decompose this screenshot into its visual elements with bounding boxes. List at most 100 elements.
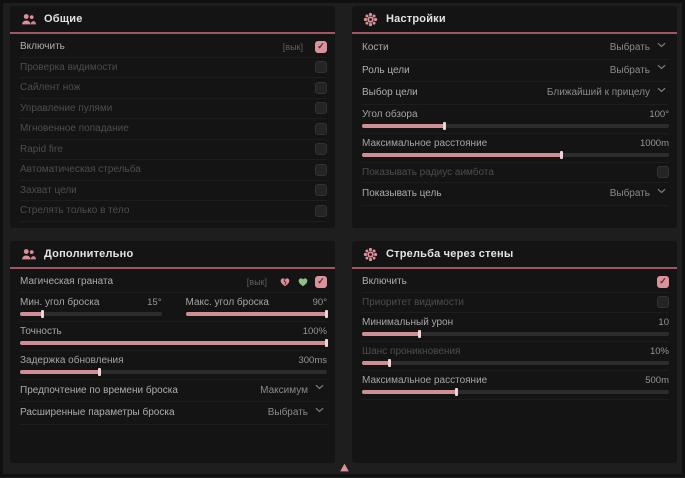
row-label: Мгновенное попадание <box>20 123 129 135</box>
panel-title: Стрельба через стены <box>386 248 514 260</box>
slider[interactable]: Задержка обновления 300ms <box>20 354 327 376</box>
row-label: Предпочтение по времени броска <box>20 384 178 396</box>
checkbox-row: Rapid fire <box>20 140 327 160</box>
slider-header: Минимальный урон 10 <box>362 316 669 329</box>
slider-track[interactable] <box>185 309 328 318</box>
checkbox[interactable] <box>315 102 327 115</box>
keybind-hint: [вык] <box>246 276 267 287</box>
row-label: Включить <box>20 41 65 53</box>
slider-fill <box>20 309 44 318</box>
panel-rows: Включить ✓ Приоритет видимости Минимальный … <box>352 269 677 463</box>
checkbox[interactable] <box>315 122 327 135</box>
checkbox-row: Магическая граната [вык] ✓ <box>20 272 327 293</box>
slider-handle[interactable] <box>387 359 391 367</box>
cursor-icon <box>339 460 350 472</box>
checkbox-row: Захват цели <box>20 181 327 201</box>
slider[interactable]: Макс. угол броска 90° <box>185 296 328 318</box>
dropdown[interactable]: Выбрать <box>610 64 669 76</box>
row-controls <box>315 184 327 197</box>
checkbox[interactable] <box>315 143 327 156</box>
slider-label: Максимальное расстояние <box>362 375 488 386</box>
slider-fill <box>20 367 101 376</box>
slider[interactable]: Точность 100% <box>20 325 328 347</box>
dropdown-value: Выбрать <box>609 42 650 54</box>
checkbox[interactable] <box>657 296 669 309</box>
checkbox-row: Включить [вык] ✓ <box>20 37 327 58</box>
dropdown[interactable]: Выбрать <box>610 188 669 200</box>
panel-rows: Включить [вык] ✓ Проверка видимости Сайлент … <box>10 34 335 228</box>
slider-label: Макс. угол броска <box>185 296 269 308</box>
panel-title: Дополнительно <box>44 248 134 260</box>
row-controls <box>657 166 669 179</box>
row-controls <box>315 102 327 115</box>
row-controls <box>315 122 327 135</box>
slider-value: 100% <box>302 325 327 337</box>
slider-handle[interactable] <box>455 388 459 396</box>
slider-value: 500m <box>645 375 669 386</box>
slider-handle[interactable] <box>418 330 422 338</box>
slider[interactable]: Максимальное расстояние 1000m <box>362 137 669 159</box>
slider-track[interactable] <box>362 330 669 338</box>
panel-rows: Магическая граната [вык] ✓ Мин. угол броска… <box>10 269 335 463</box>
dropdown[interactable]: Максимум <box>260 384 327 396</box>
row-label: Сайлент нож <box>20 82 81 94</box>
slider[interactable]: Мин. угол броска 15° <box>20 296 162 318</box>
dropdown[interactable]: Ближайший к прицелу <box>547 87 669 99</box>
row-label: Проверка видимости <box>20 61 118 73</box>
dropdown[interactable]: Выбрать <box>268 407 327 419</box>
checkbox[interactable]: ✓ <box>315 40 327 53</box>
slider-fill <box>362 330 422 338</box>
slider-track[interactable] <box>20 309 162 318</box>
slider-label: Минимальный урон <box>362 317 454 328</box>
dropdown-value: Ближайший к прицелу <box>546 87 650 99</box>
checkbox[interactable]: ✓ <box>657 275 669 288</box>
slider-track[interactable] <box>362 121 669 130</box>
slider-fill <box>362 121 446 130</box>
slider-label: Мин. угол броска <box>20 296 100 308</box>
gear-icon <box>363 247 378 262</box>
row-controls: Выбрать <box>610 188 669 200</box>
row-controls <box>657 296 669 309</box>
slider-handle[interactable] <box>559 150 563 159</box>
slider-track[interactable] <box>20 367 327 376</box>
row-label: Стрелять только в тело <box>20 205 130 217</box>
row-label: Выбор цели <box>362 87 418 99</box>
slider-label: Точность <box>20 325 62 337</box>
slider-handle[interactable] <box>97 367 101 376</box>
dropdown[interactable]: Выбрать <box>610 42 669 54</box>
dropdown-value: Выбрать <box>609 188 650 200</box>
slider-track[interactable] <box>20 338 328 347</box>
chevron-down-icon <box>657 64 669 76</box>
slider-track[interactable] <box>362 388 669 396</box>
checkbox-row: Мгновенное попадание <box>20 119 327 140</box>
checkbox[interactable] <box>315 163 327 176</box>
slider-fill <box>20 338 328 347</box>
slider-row: Шанс проникновения 10% <box>362 342 669 371</box>
slider[interactable]: Максимальное расстояние 500m <box>362 374 669 396</box>
slider[interactable]: Шанс проникновения 10% <box>362 345 669 367</box>
slider-header: Угол обзора 100° <box>362 108 669 121</box>
slider-label: Максимальное расстояние <box>362 137 488 149</box>
row-label: Захват цели <box>20 184 77 196</box>
slider-handle[interactable] <box>325 338 328 347</box>
checkbox[interactable] <box>315 81 327 94</box>
slider-handle[interactable] <box>325 309 328 318</box>
checkbox[interactable] <box>657 166 669 179</box>
checkbox[interactable]: ✓ <box>315 275 327 288</box>
slider-track[interactable] <box>362 359 669 367</box>
slider-handle[interactable] <box>442 121 446 130</box>
checkbox[interactable] <box>315 204 327 217</box>
row-label: Кости <box>362 42 389 54</box>
slider-value: 15° <box>147 296 162 308</box>
checkbox[interactable] <box>315 61 327 74</box>
slider-track[interactable] <box>362 150 669 159</box>
slider-handle[interactable] <box>40 309 44 318</box>
panel-3: Дополнительно Магическая граната [вык] ✓ Мин… <box>10 241 335 463</box>
row-controls <box>315 81 327 94</box>
slider-fill <box>362 150 563 159</box>
slider[interactable]: Угол обзора 100° <box>362 108 669 130</box>
checkbox[interactable] <box>315 184 327 197</box>
row-label: Расширенные параметры броска <box>20 407 175 419</box>
row-controls <box>315 143 327 156</box>
slider[interactable]: Минимальный урон 10 <box>362 316 669 338</box>
